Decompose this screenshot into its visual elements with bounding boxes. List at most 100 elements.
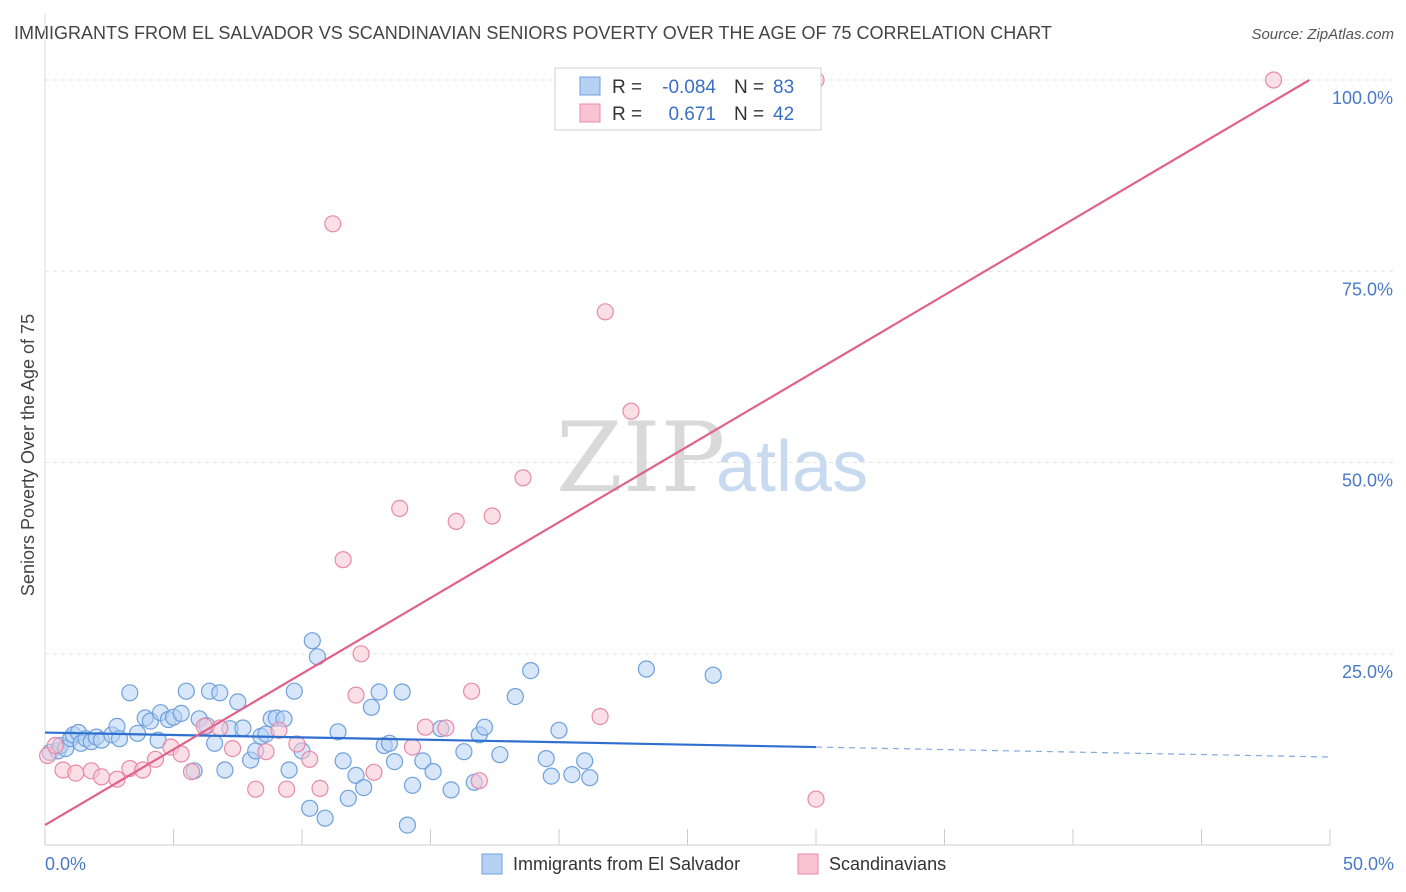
legend: Immigrants from El Salvador Scandinavian… [481, 853, 946, 875]
point-el-salvador-59 [393, 683, 411, 701]
watermark-atlas: atlas [716, 427, 868, 507]
point-scandinavians-31 [437, 719, 455, 737]
point-scandinavians-34 [470, 772, 488, 790]
point-el-salvador-63 [424, 762, 442, 781]
stats-box: R = -0.084 N = 83 R = 0.671 N = 42 [554, 67, 822, 131]
point-scandinavians-21 [301, 750, 319, 768]
point-el-salvador-15 [121, 684, 139, 702]
point-scandinavians-26 [352, 645, 370, 663]
y-axis-label: Seniors Poverty Over the Age of 75 [18, 314, 38, 596]
point-el-salvador-74 [542, 767, 560, 785]
trend-line-el-salvador [44, 731, 817, 749]
point-scandinavians-42 [1264, 71, 1283, 89]
legend-swatch-scandinavians [797, 853, 819, 875]
watermark-zip: ZIP [556, 402, 725, 514]
stats-r-label-2: R = [612, 104, 642, 125]
stats-swatch-el-salvador [579, 76, 601, 96]
legend-label-scandinavians: Scandinavians [829, 854, 946, 874]
point-scandinavians-30 [416, 718, 434, 736]
trend-line-el-salvador-extrapolated [815, 746, 1331, 758]
point-el-salvador-34 [234, 719, 252, 737]
point-scandinavians-32 [447, 512, 465, 531]
point-el-salvador-46 [303, 632, 321, 650]
series-scandinavians-points [38, 71, 1283, 808]
point-el-salvador-52 [347, 766, 365, 785]
point-scandinavians-24 [334, 551, 352, 569]
point-el-salvador-78 [581, 769, 599, 787]
point-scandinavians-22 [311, 779, 329, 798]
point-el-salvador-48 [316, 809, 334, 827]
stats-r-value-2: 0.671 [668, 104, 716, 125]
point-el-salvador-33 [229, 693, 247, 711]
trend-lines [44, 79, 1331, 827]
point-el-salvador-58 [385, 752, 404, 771]
point-scandinavians-28 [391, 499, 409, 517]
point-el-salvador-77 [576, 752, 594, 770]
point-el-salvador-23 [172, 704, 190, 723]
point-el-salvador-66 [455, 743, 473, 761]
x-tick-label-max: 50.0% [1343, 854, 1394, 874]
point-scandinavians-33 [463, 682, 481, 700]
point-scandinavians-35 [483, 507, 501, 525]
stats-n-label-1: N = [734, 77, 764, 98]
point-el-salvador-60 [398, 816, 416, 834]
point-el-salvador-61 [403, 776, 422, 794]
y-tick-label-75: 75.0% [1342, 279, 1393, 299]
point-scandinavians-19 [278, 780, 296, 798]
point-el-salvador-49 [329, 723, 347, 741]
point-scandinavians-39 [596, 303, 614, 321]
point-el-salvador-65 [442, 781, 460, 799]
point-el-salvador-70 [491, 746, 509, 764]
point-scandinavians-20 [288, 735, 306, 753]
point-el-salvador-55 [370, 683, 388, 701]
point-scandinavians-38 [591, 707, 609, 726]
point-scandinavians-23 [324, 215, 342, 233]
point-el-salvador-29 [206, 734, 224, 752]
stats-n-value-2: 42 [773, 104, 794, 125]
point-scandinavians-12 [182, 762, 201, 781]
point-el-salvador-24 [177, 682, 195, 700]
series-el-salvador-points [41, 632, 722, 834]
point-scandinavians-17 [257, 743, 275, 761]
point-el-salvador-30 [211, 684, 229, 702]
point-el-salvador-42 [280, 761, 298, 779]
x-tick-label-min: 0.0% [45, 854, 86, 874]
point-el-salvador-75 [550, 721, 568, 739]
point-scandinavians-36 [514, 469, 532, 487]
chart-title: IMMIGRANTS FROM EL SALVADOR VS SCANDINAV… [14, 23, 1052, 43]
watermark: ZIP atlas [556, 402, 868, 514]
point-el-salvador-76 [563, 765, 581, 784]
point-scandinavians-16 [247, 780, 265, 798]
stats-n-label-2: N = [734, 104, 764, 125]
trend-line-scandinavians [44, 79, 1310, 827]
y-tick-label-50: 50.0% [1342, 471, 1393, 491]
point-scandinavians-41 [807, 790, 825, 808]
y-tick-label-25: 25.0% [1342, 662, 1393, 682]
point-el-salvador-54 [362, 698, 380, 716]
point-el-salvador-50 [334, 752, 352, 770]
point-scandinavians-1 [46, 736, 64, 755]
point-el-salvador-53 [355, 778, 373, 797]
y-tick-labels: 25.0% 50.0% 75.0% 100.0% [1332, 88, 1393, 682]
point-scandinavians-25 [347, 686, 365, 704]
point-el-salvador-51 [339, 789, 357, 807]
point-scandinavians-5 [92, 768, 111, 786]
point-el-salvador-79 [637, 660, 656, 678]
point-scandinavians-3 [67, 764, 85, 782]
point-scandinavians-15 [224, 739, 242, 758]
point-scandinavians-29 [403, 738, 422, 756]
point-el-salvador-57 [380, 734, 398, 752]
point-el-salvador-69 [475, 718, 494, 736]
point-el-salvador-62 [414, 752, 432, 770]
point-el-salvador-71 [506, 687, 524, 706]
stats-r-label-1: R = [612, 77, 642, 98]
point-el-salvador-72 [522, 661, 540, 680]
legend-label-el-salvador: Immigrants from El Salvador [513, 854, 740, 874]
x-ticks [44, 829, 1331, 845]
stats-swatch-scandinavians [579, 103, 601, 123]
stats-r-value-1: -0.084 [662, 77, 716, 98]
point-el-salvador-73 [537, 749, 555, 768]
y-tick-label-100: 100.0% [1332, 88, 1393, 108]
point-scandinavians-27 [365, 763, 383, 781]
